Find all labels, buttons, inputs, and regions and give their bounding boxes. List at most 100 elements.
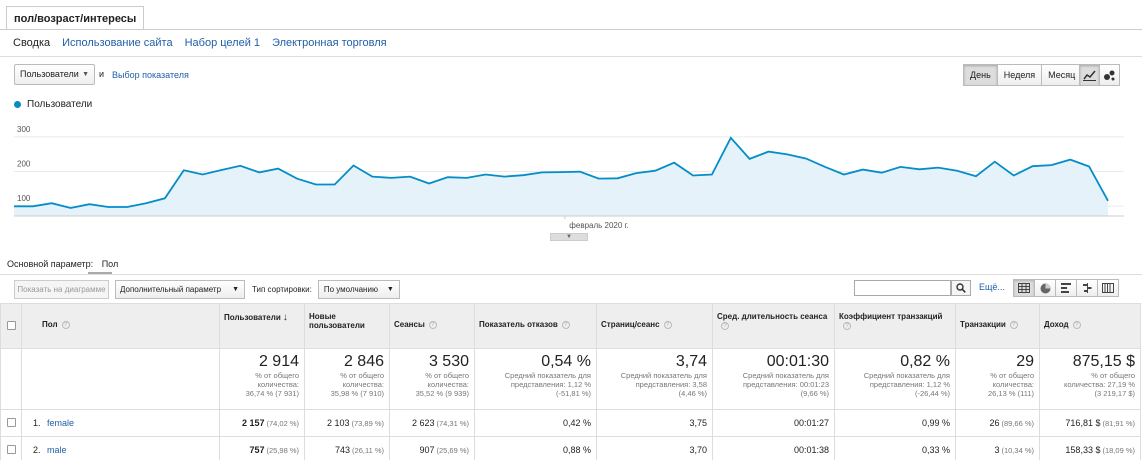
period-month-button[interactable]: Месяц [1041,64,1083,86]
header-conversion-rate[interactable]: Коэффициент транзакций? [834,303,956,349]
total-subtext: представления: 1,12 % [510,380,591,389]
header-transactions[interactable]: Транзакции? [955,303,1040,349]
table-row: 2. male 757 (25,98 %) 743 (26,11 %) 907 (25,69 … [0,436,1141,460]
search-icon[interactable] [951,280,971,296]
subtab-goal-set[interactable]: Набор целей 1 [184,37,261,49]
help-icon[interactable]: ? [1009,320,1018,329]
help-icon[interactable]: ? [843,321,851,330]
header-users[interactable]: Пользователи ↓ [219,303,305,349]
row-number: 2. [33,445,41,455]
row-metric-cell: 757 (25,98 %) [219,436,305,460]
y-tick-label: 300 [17,125,31,134]
sort-type-dropdown[interactable]: По умолчанию ▼ [317,279,400,299]
pie-view-icon[interactable] [1034,279,1056,297]
row-checkbox[interactable] [6,444,16,454]
users-line-chart[interactable]: 100 200 300 февраль 2020 г. [0,112,1142,232]
header-avg-duration[interactable]: Сред. длительность сеанса? [712,303,835,349]
totals-cell: 0,82 % Средний показатель для представлени… [834,348,956,410]
y-tick-label: 100 [17,194,31,203]
metric-value: 907 [419,445,435,455]
total-subtext: представления: 3,58 [635,380,707,389]
performance-view-icon[interactable] [1055,279,1077,297]
total-subtext: (9,66 %) [800,389,829,398]
subtab-ecommerce[interactable]: Электронная торговля [272,37,387,49]
help-icon[interactable]: ? [428,320,437,329]
choose-metric-link[interactable]: Выбор показателя [112,70,189,80]
period-week-button[interactable]: Неделя [996,64,1043,86]
total-subtext: 36,74 % (7 931) [245,389,299,398]
line-chart-icon[interactable] [1079,64,1100,86]
metric-value: 0,33 % [921,445,950,455]
metric-percent: (74,31 %) [436,419,469,428]
row-checkbox[interactable] [6,417,16,427]
total-subtext: % от общего [990,371,1034,380]
help-icon[interactable]: ? [1072,320,1081,329]
report-tab[interactable]: пол/возраст/интересы [6,6,145,30]
data-table-view-icon[interactable] [1013,279,1035,297]
metric-value: 3,75 [689,418,707,428]
total-value: 2 914 [258,353,299,370]
row-metric-cell: 2 623 (74,31 %) [389,409,475,437]
advanced-filter-link[interactable]: Ещё... [979,282,1005,292]
totals-cell: 2 914% от общего количества: 36,74 % (7 93… [219,348,305,410]
totals-cell: 00:01:30 Средний показатель для представле… [712,348,835,410]
secondary-dimension-dropdown[interactable]: Дополнительный параметр ▼ [115,279,245,299]
header-new-users[interactable]: Новые пользователи [304,303,390,349]
comparison-view-icon[interactable] [1076,279,1098,297]
header-sessions[interactable]: Сеансы? [389,303,475,349]
report-table: Пол? Пользователи ↓ Новые пользователи Се… [0,303,1141,460]
row-metric-cell: 00:01:38 [712,436,835,460]
totals-cell: 0,54 % Средний показатель для представлени… [474,348,597,410]
row-dimension-link[interactable]: male [47,445,67,455]
totals-cell: 29% от общего количества: 26,13 % (111) [955,348,1040,410]
metric-value: 3 [994,445,1000,455]
toolbar-divider [0,274,1142,275]
total-subtext: % от общего [425,371,469,380]
total-subtext: (-26,44 %) [914,389,950,398]
table-row: 1. female 2 157 (74,02 %) 2 103 (73,89 %) 2 62… [0,409,1141,437]
header-conversion-rate-label: Коэффициент транзакций [839,312,943,321]
header-revenue[interactable]: Доход? [1039,303,1141,349]
header-pages-session[interactable]: Страниц/сеанс? [596,303,713,349]
report-subtabs: Сводка Использование сайта Набор целей 1… [13,37,387,49]
header-bounce-rate[interactable]: Показатель отказов? [474,303,597,349]
header-sessions-label: Сеансы [394,320,425,329]
row-metric-cell: 3,75 [596,409,713,437]
header-dimension[interactable]: Пол? [21,303,220,349]
chart-expand-handle[interactable]: ▼ [550,233,588,241]
total-subtext: количества: [257,380,299,389]
select-all-checkbox[interactable] [6,320,16,330]
period-day-button[interactable]: День [963,64,998,86]
help-icon[interactable]: ? [663,320,672,329]
chevron-down-icon: ▼ [82,71,89,78]
metric-value: 158,33 $ [1065,445,1101,455]
help-icon[interactable]: ? [561,320,570,329]
pivot-view-icon[interactable] [1097,279,1119,297]
subtab-site-usage[interactable]: Использование сайта [62,37,173,49]
total-value: 3 530 [428,353,469,370]
metric-dropdown[interactable]: Пользователи ▼ [14,64,95,85]
metric-value: 00:01:27 [793,418,829,428]
metric-percent: (89,66 %) [1001,419,1034,428]
subtab-summary[interactable]: Сводка [13,37,51,49]
header-pages-session-label: Страниц/сеанс [601,320,660,329]
motion-chart-icon[interactable] [1099,64,1120,86]
primary-dimension-value[interactable]: Пол [101,259,119,269]
table-search-input[interactable] [854,280,951,296]
row-dimension-link[interactable]: female [47,418,75,428]
help-icon[interactable]: ? [61,320,70,329]
total-subtext: количества: [992,380,1034,389]
row-metric-cell: 716,81 $ (81,91 %) [1039,409,1141,437]
period-selector: День Неделя Месяц [963,64,1083,86]
help-icon[interactable]: ? [721,321,729,330]
row-metric-cell: 158,33 $ (18,09 %) [1039,436,1141,460]
total-subtext: (4,46 %) [678,389,707,398]
metric-value: 0,88 % [562,445,591,455]
total-subtext: количества: 27,19 % [1064,380,1135,389]
row-checkbox-cell [0,436,22,460]
metric-dropdown-label: Пользователи [20,69,79,79]
plot-rows-button[interactable]: Показать на диаграмме [14,279,109,299]
sort-type-value: По умолчанию [323,284,378,294]
table-view-selector [1013,279,1119,297]
total-subtext: Средний показатель для [620,371,707,380]
